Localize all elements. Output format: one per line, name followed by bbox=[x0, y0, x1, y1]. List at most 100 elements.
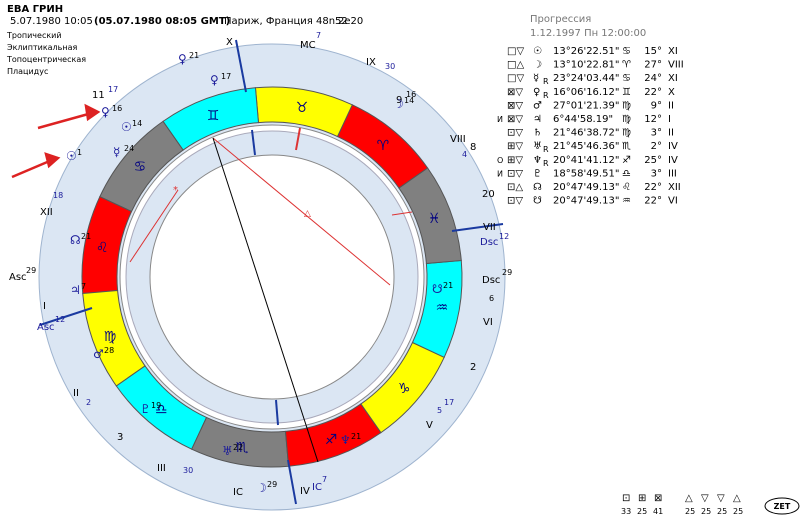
row-degree: 24° bbox=[644, 73, 662, 84]
row-retro: R bbox=[543, 145, 549, 154]
center-disk bbox=[149, 154, 395, 400]
row-position: 21°45'46.36" bbox=[553, 141, 619, 152]
wheel-label: VI bbox=[483, 317, 493, 328]
sign-glyph: ♋ bbox=[134, 159, 147, 175]
wheel-label: 12 bbox=[499, 232, 509, 241]
row-sign: ♍ bbox=[622, 128, 631, 139]
row-planet: ☽ bbox=[533, 60, 542, 71]
wheel-label: MC bbox=[300, 40, 316, 51]
sign-glyph: ♌ bbox=[96, 240, 109, 256]
birth-time: 10:05 bbox=[64, 16, 93, 27]
planet-glyph: ♃ bbox=[70, 283, 81, 297]
setting: Топоцентрическая bbox=[6, 55, 86, 64]
row-house: XI bbox=[668, 46, 678, 57]
row-degree: 12° bbox=[644, 114, 662, 125]
planet-degree: 14 bbox=[132, 119, 142, 128]
wheel-label: V bbox=[426, 420, 433, 431]
birth-date: 5.07.1980 bbox=[10, 16, 61, 27]
row-position: 20°47'49.13" bbox=[553, 196, 619, 207]
house-count: 41 bbox=[653, 507, 663, 516]
row-position: 27°01'21.39" bbox=[553, 100, 619, 111]
row-sign: ♊ bbox=[622, 87, 631, 98]
sign-glyph: ♎ bbox=[155, 402, 168, 418]
row-planet: ♂ bbox=[533, 100, 542, 111]
row-icons: ⊠▽ bbox=[507, 100, 523, 111]
sign-glyph: ♐ bbox=[325, 432, 338, 448]
row-house: III bbox=[668, 168, 677, 179]
planet-degree: 1 bbox=[77, 148, 82, 157]
coords: 2e20 bbox=[338, 16, 363, 27]
planet-glyph: ☊ bbox=[70, 233, 81, 247]
planet-degree: 21 bbox=[443, 281, 453, 290]
cusp-tick bbox=[251, 129, 256, 156]
wheel-label: 29 bbox=[502, 268, 512, 277]
row-position: 13°26'22.51" bbox=[553, 46, 619, 57]
row-house: XI bbox=[668, 73, 678, 84]
row-degree: 27° bbox=[644, 60, 662, 71]
row-planet: ☿ bbox=[533, 73, 539, 84]
logo-frame bbox=[764, 497, 800, 515]
planet-glyph: ♂ bbox=[93, 347, 104, 361]
setting: Эклиптикальная bbox=[7, 43, 78, 52]
house-count: 25 bbox=[637, 507, 647, 516]
wheel-label: 11 bbox=[92, 90, 105, 101]
wheel-label: 2 bbox=[470, 362, 476, 373]
arrows bbox=[11, 103, 101, 179]
planet-degree: 29 bbox=[267, 480, 277, 489]
setting: Плацидус bbox=[7, 67, 48, 76]
row-sign: ♍ bbox=[622, 114, 631, 125]
row-sign: ♈ bbox=[622, 60, 631, 71]
arrow-head bbox=[84, 103, 101, 122]
wheel-label: Dsc bbox=[480, 237, 498, 248]
wheel-label: 4 bbox=[462, 150, 467, 159]
wheel-label: 2 bbox=[86, 398, 91, 407]
name: ЕВА ГРИН bbox=[7, 4, 63, 15]
row-position: 6°44'58.19" bbox=[553, 114, 613, 125]
aspect-tick bbox=[295, 127, 301, 151]
aspect-count: 25 bbox=[701, 507, 711, 516]
progression-date: 1.12.1997 Пн 12:00:00 bbox=[530, 28, 646, 39]
wheel-label: 16 bbox=[406, 90, 416, 99]
aspect-line bbox=[212, 137, 391, 286]
row-sign: ♋ bbox=[622, 73, 631, 84]
planet-degree: 21 bbox=[189, 51, 199, 60]
row-house: VI bbox=[668, 196, 678, 207]
dsc-line bbox=[451, 223, 504, 232]
wheel-label: 3 bbox=[117, 432, 123, 443]
arrow bbox=[37, 111, 93, 130]
planet-degree: 21 bbox=[81, 232, 91, 241]
mc-line bbox=[235, 39, 247, 93]
row-house: II bbox=[668, 100, 674, 111]
wheel-label: 5 bbox=[437, 406, 442, 415]
row-house: IV bbox=[668, 155, 678, 166]
progression-title: Прогрессия bbox=[530, 14, 591, 25]
row-icons: ⊠▽ bbox=[507, 114, 523, 125]
row-icons: ⊡▽ bbox=[507, 196, 523, 207]
row-degree: 9° bbox=[651, 100, 662, 111]
row-position: 23°24'03.44" bbox=[553, 73, 619, 84]
zodiac-ring: ♈ ♉ ♊ ♋ ♌ ♍ ♎ ♏ ♐ ♑ ♒ ♓ bbox=[81, 86, 463, 468]
wheel-label: IX bbox=[366, 57, 376, 68]
planet-degree: 19 bbox=[151, 401, 161, 410]
row-house: XII bbox=[668, 182, 681, 193]
wheel-label: 17 bbox=[444, 398, 454, 407]
wheel-label: 20 bbox=[482, 189, 495, 200]
row-degree: 3° bbox=[651, 128, 662, 139]
house-icon: ⊡ bbox=[622, 493, 630, 504]
planet-glyph: ♇ bbox=[140, 402, 151, 416]
row-position: 20°47'49.13" bbox=[553, 182, 619, 193]
row-degree: 25° bbox=[644, 155, 662, 166]
wheel-label: 8 bbox=[470, 142, 476, 153]
row-position: 16°06'16.12" bbox=[553, 87, 619, 98]
planet-glyph: ♀ bbox=[101, 105, 110, 119]
setting: Тропический bbox=[6, 31, 62, 40]
aspect-icon: ▽ bbox=[717, 493, 725, 504]
planet-degree: 14 bbox=[404, 96, 414, 105]
aspect-lines bbox=[129, 127, 413, 286]
planet-degree: 17 bbox=[221, 72, 231, 81]
wheel-label: III bbox=[157, 463, 166, 474]
row-planet: ♀ bbox=[533, 87, 540, 98]
wheel-label: XII bbox=[40, 207, 53, 218]
wheel-label: VII bbox=[483, 222, 496, 233]
wheel-label: IC bbox=[233, 487, 243, 498]
